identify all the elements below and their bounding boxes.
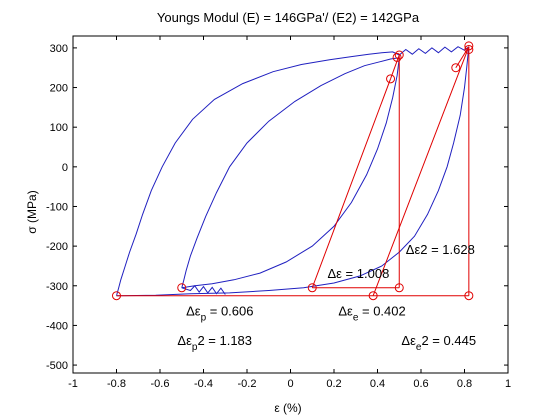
annotation-subscript: p	[192, 342, 198, 353]
series-line-hysteresis-outer	[116, 46, 470, 296]
x-tick-label: -0.2	[238, 378, 257, 390]
annotation-main: Δε	[338, 304, 353, 319]
x-tick-label: 0.8	[457, 378, 472, 390]
construction-marker	[464, 44, 474, 54]
construction-marker	[464, 41, 474, 51]
annotation-subscript: p	[201, 313, 207, 324]
annotation-label: Δε = 1.008	[327, 266, 389, 281]
x-tick-label: -0.8	[107, 378, 126, 390]
construction-marker	[394, 50, 404, 60]
construction-line	[311, 78, 392, 288]
construction-marker	[464, 291, 474, 301]
annotation-rest: = 0.402	[358, 304, 405, 319]
annotation-label: Δεe = 0.402	[338, 304, 405, 324]
annotation-subscript: e	[416, 342, 422, 353]
construction-marker	[307, 283, 317, 293]
annotation-label: Δε2 = 1.628	[406, 242, 475, 257]
y-axis-label: σ (MPa)	[25, 190, 39, 233]
x-tick-label: 0.2	[326, 378, 341, 390]
series-line-hysteresis-inner-return	[181, 57, 400, 289]
annotation-label: Δεe2 = 0.445	[401, 333, 476, 353]
y-tick-label: 200	[50, 83, 68, 95]
x-tick-label: -1	[68, 378, 78, 390]
x-tick-label: 1	[505, 378, 511, 390]
y-tick-label: 0	[62, 162, 68, 174]
y-tick-label: -400	[46, 320, 68, 332]
annotation-main: Δε = 1.008	[327, 266, 389, 281]
annotation-main: Δε2 = 1.628	[406, 242, 475, 257]
plot-area: -1 -0.8 -0.6 -0.4 -0.2 0 0.2 0.4 0.6 0.8 1 -500 -400…	[46, 35, 511, 390]
x-tick-label: -0.6	[151, 378, 170, 390]
construction-marker	[386, 74, 396, 84]
annotation-main: Δε	[186, 304, 201, 319]
annotation-label: Δεp = 0.606	[186, 304, 253, 324]
annotation-rest: = 0.606	[206, 304, 253, 319]
y-tick-label: -500	[46, 360, 68, 372]
x-axis-label: ε (%)	[274, 401, 301, 415]
x-tick-label: 0	[287, 378, 293, 390]
y-tick-label: -300	[46, 281, 68, 293]
x-tick-label: -0.4	[194, 378, 213, 390]
annotation-label: Δεp2 = 1.183	[177, 333, 252, 353]
chart-title: Youngs Modul (E) = 146GPa'/ (E2) = 142GP…	[157, 10, 420, 25]
series-line-hysteresis-inner	[181, 57, 400, 288]
construction-line	[372, 46, 470, 296]
construction-marker	[392, 52, 402, 62]
annotation-main: Δε	[177, 333, 192, 348]
x-tick-label: 0.4	[370, 378, 385, 390]
y-tick-label: 300	[50, 43, 68, 55]
construction-marker	[112, 291, 121, 301]
annotation-rest: 2 = 1.183	[197, 333, 252, 348]
y-tick-label: -200	[46, 241, 68, 253]
series-line-compression-serrations	[181, 285, 226, 295]
construction-marker	[368, 291, 378, 301]
annotation-main: Δε	[401, 333, 416, 348]
construction-marker	[394, 283, 404, 293]
annotation-subscript: e	[353, 313, 359, 324]
construction-marker	[451, 63, 461, 73]
y-tick-label: 100	[50, 122, 68, 134]
x-tick-label: 0.6	[413, 378, 428, 390]
y-tick-label: -100	[46, 201, 68, 213]
construction-marker	[177, 283, 187, 293]
annotation-rest: 2 = 0.445	[421, 333, 476, 348]
